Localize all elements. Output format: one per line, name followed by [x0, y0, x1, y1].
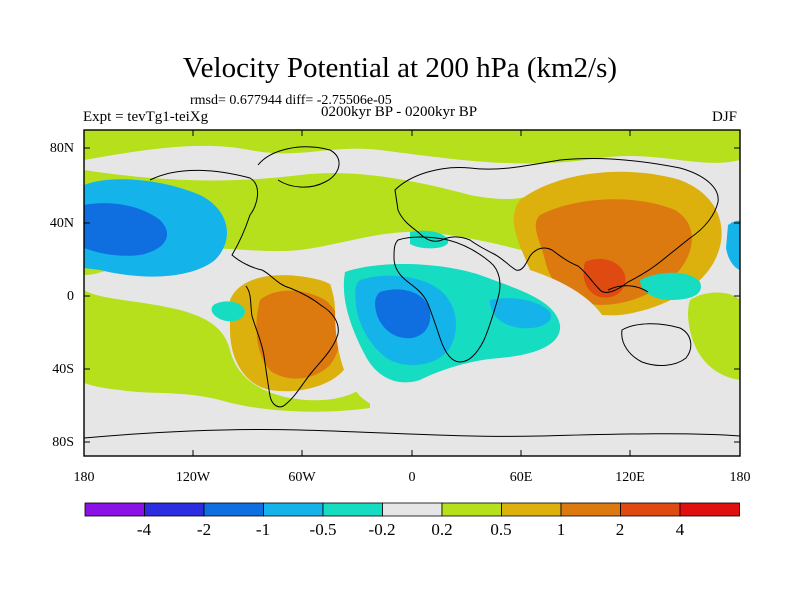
colorbar-box-10 — [679, 502, 740, 517]
axis-ticks — [83, 130, 741, 456]
lat-label-eq: 0 — [67, 289, 74, 304]
colorbar-label-0: -4 — [136, 520, 152, 539]
lat-label-40s: 40S — [52, 362, 74, 377]
colorbar-box-6 — [441, 502, 502, 517]
colorbar-label-3: -0.5 — [309, 520, 337, 539]
coast-eurasia — [394, 157, 719, 293]
coastlines — [84, 146, 740, 439]
coast-greenland — [257, 146, 340, 188]
colorbar-box-8 — [560, 502, 621, 517]
band-subtropics-positive — [84, 170, 560, 275]
colorbar-label-4: -0.2 — [368, 520, 396, 539]
colorbar-box-9 — [620, 502, 681, 517]
lat-label-80n: 80N — [49, 141, 74, 156]
colorbar-label-6: 0.5 — [490, 520, 512, 539]
colorbar-box-1 — [144, 502, 205, 517]
experiment-label: Expt = tevTg1-teiXg — [83, 109, 209, 125]
colorbar-box-4 — [322, 502, 383, 517]
colorbar — [84, 502, 740, 517]
colorbar-label-8: 2 — [615, 520, 625, 539]
colorbar-box-0 — [84, 502, 145, 517]
region-west-pacific-light — [640, 272, 701, 300]
coast-americas — [149, 169, 339, 408]
lon-label-60e: 60E — [509, 470, 533, 485]
coast-australia — [621, 323, 692, 366]
plot-title: Velocity Potential at 200 hPa (km2/s) — [182, 52, 618, 84]
colorbar-label-5: 0.2 — [431, 520, 453, 539]
period-label: 0200kyr BP - 0200kyr BP — [321, 104, 478, 120]
lat-label-80s: 80S — [52, 435, 74, 450]
contour-field — [84, 130, 740, 456]
colorbar-label-2: -1 — [255, 520, 271, 539]
lon-label-120e: 120E — [615, 470, 645, 485]
colorbar-box-7 — [501, 502, 562, 517]
region-south-america-orange — [256, 290, 341, 379]
lon-label-180e: 180 — [729, 470, 751, 485]
region-asia-peak — [583, 258, 626, 298]
lon-label-180w: 180 — [73, 470, 95, 485]
stats-line: rmsd= 0.677944 diff= -2.75506e-05 — [190, 93, 392, 108]
lon-label-120w: 120W — [175, 470, 211, 485]
season-label: DJF — [712, 109, 738, 125]
region-indian-ocean-blue — [490, 298, 551, 329]
colorbar-box-3 — [263, 502, 324, 517]
coast-africa — [393, 236, 501, 363]
region-pacific-light-south — [211, 301, 245, 322]
coast-indonesia — [607, 285, 649, 293]
colorbar-label-1: -2 — [196, 520, 212, 539]
band-north-positive — [84, 130, 740, 164]
band-southern-positive-west — [84, 290, 370, 412]
lon-label-60w: 60W — [288, 470, 316, 485]
colorbar-box-2 — [203, 502, 264, 517]
region-atlantic-core — [375, 289, 431, 339]
colorbar-box-5 — [382, 502, 443, 517]
lon-label-0: 0 — [408, 470, 416, 485]
band-southern-positive-east — [688, 292, 740, 380]
lat-label-40n: 40N — [49, 216, 74, 231]
region-north-pacific-core — [84, 203, 168, 256]
colorbar-label-7: 1 — [556, 520, 566, 539]
colorbar-label-9: 4 — [675, 520, 685, 539]
region-east-edge-low — [726, 220, 740, 270]
coast-antarctica — [84, 428, 740, 439]
